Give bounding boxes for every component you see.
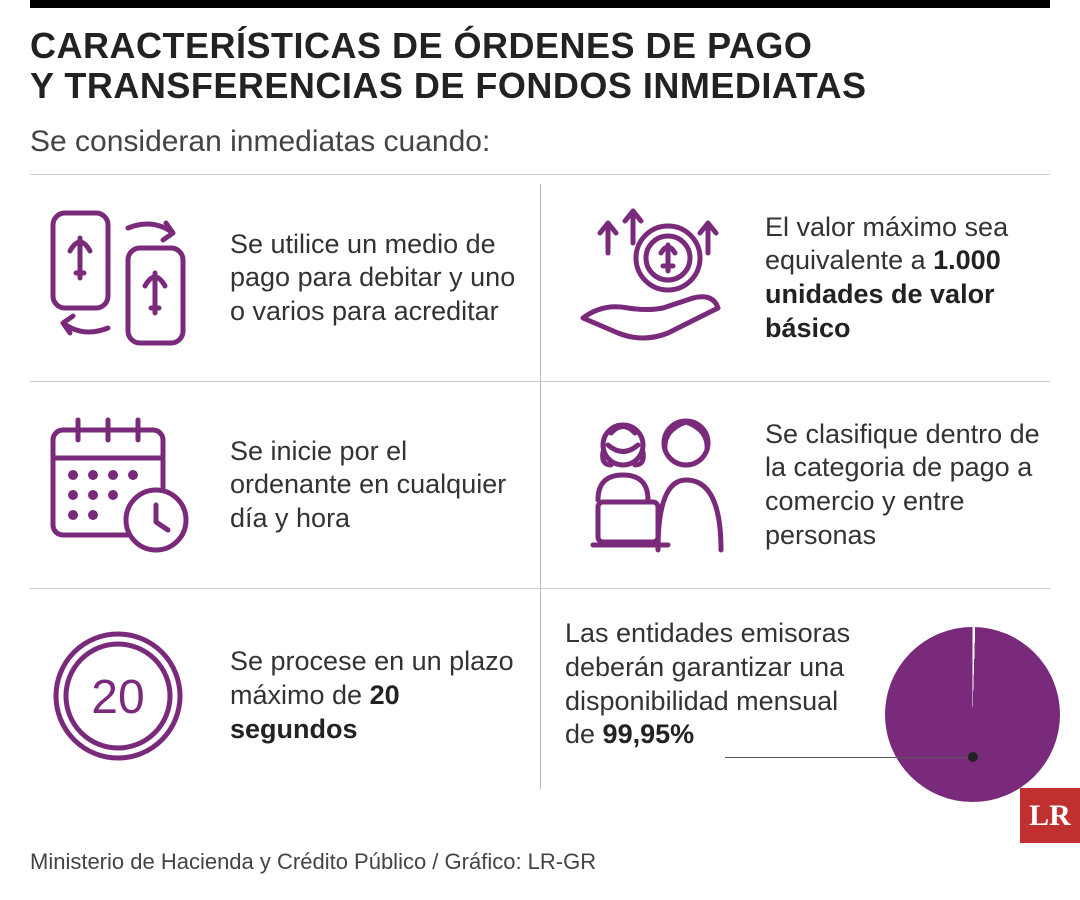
cell-text: Se utilice un medio de pago para debitar… [230,228,525,329]
pie-chart-icon [885,627,1060,802]
cell-text: El valor máximo sea equivalente a 1.000 … [765,211,1050,346]
cell-availability: Las entidades emisoras deberán garantiza… [540,588,1050,802]
svg-text:20: 20 [91,671,144,724]
subtitle: Se consideran inmediatas cuando: [30,125,1050,159]
top-rule [30,0,1050,8]
availability-pie [885,627,1060,802]
calendar-clock-icon [30,410,205,560]
twenty-badge-icon: 20 [30,621,205,771]
cell-text: Se procese en un plazo máximo de 20 segu… [230,645,525,746]
hand-coin-arrows-icon [565,203,740,353]
cell-text: Se clasifique dentro de la categoria de … [765,418,1050,553]
cell-any-day: Se inicie por el ordenante en cualquier … [30,381,540,588]
source-credit: Ministerio de Hacienda y Crédito Público… [30,849,596,875]
phones-transfer-icon [30,203,205,353]
content-grid: Se utilice un medio de pago para debitar… [30,174,1050,802]
cell-text: Se inicie por el ordenante en cualquier … [230,435,525,536]
title-line1: CARACTERÍSTICAS DE ÓRDENES DE PAGO [30,26,1050,66]
title-line2: Y TRANSFERENCIAS DE FONDOS INMEDIATAS [30,66,1050,106]
lr-badge: LR [1020,788,1080,843]
availability-text: Las entidades emisoras deberán garantiza… [565,617,867,752]
cell-category: Se clasifique dentro de la categoria de … [540,381,1050,588]
cell-payment-method: Se utilice un medio de pago para debitar… [30,174,540,381]
cell-20-seconds: 20 Se procese en un plazo máximo de 20 s… [30,588,540,802]
people-laptop-icon [565,410,740,560]
cell-max-value: El valor máximo sea equivalente a 1.000 … [540,174,1050,381]
pie-leader-line [725,757,975,758]
text-bold: 99,95% [603,719,695,749]
